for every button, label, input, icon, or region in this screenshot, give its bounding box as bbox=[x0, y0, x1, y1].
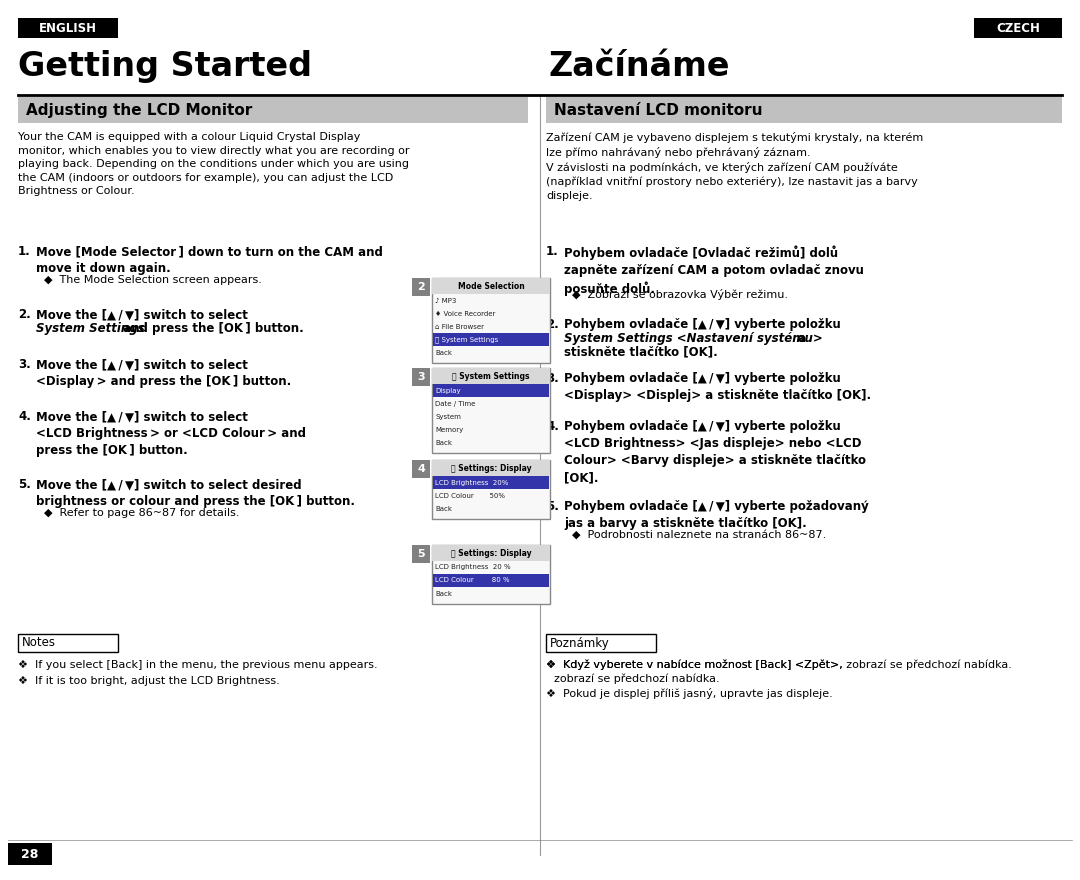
Text: ◆  Podrobnosti naleznete na stranách 86~87.: ◆ Podrobnosti naleznete na stranách 86~8… bbox=[572, 530, 826, 540]
Text: Back: Back bbox=[435, 590, 453, 597]
Bar bbox=[433, 574, 549, 587]
Text: ❖  Když vyberete v nabídce možnost [Back] <Zpět>,: ❖ Když vyberete v nabídce možnost [Back]… bbox=[546, 660, 842, 671]
Text: Move the [▲ / ▼] switch to select
<LCD Brightness > or <LCD Colour > and
press t: Move the [▲ / ▼] switch to select <LCD B… bbox=[36, 410, 306, 457]
Bar bbox=[411, 460, 430, 478]
Text: ⌂ File Browser: ⌂ File Browser bbox=[435, 324, 484, 329]
Bar bbox=[546, 634, 656, 652]
Bar bbox=[433, 476, 549, 489]
Bar bbox=[432, 278, 550, 363]
Text: 28: 28 bbox=[22, 847, 39, 861]
Text: Poznámky: Poznámky bbox=[550, 636, 610, 649]
Bar bbox=[8, 843, 52, 865]
Text: LCD Brightness  20%: LCD Brightness 20% bbox=[435, 480, 509, 486]
Text: 3.: 3. bbox=[546, 372, 558, 385]
Text: ❖  If it is too bright, adjust the LCD Brightness.: ❖ If it is too bright, adjust the LCD Br… bbox=[18, 676, 280, 686]
Text: Move the [▲ / ▼] switch to select
<Display > and press the [OK ] button.: Move the [▲ / ▼] switch to select <Displ… bbox=[36, 358, 292, 388]
Text: Nastavení LCD monitoru: Nastavení LCD monitoru bbox=[554, 102, 762, 118]
Text: Back: Back bbox=[435, 349, 453, 356]
Text: Back: Back bbox=[435, 439, 453, 445]
Text: LCD Colour        80 %: LCD Colour 80 % bbox=[435, 577, 510, 583]
Bar bbox=[433, 333, 549, 346]
Text: 2.: 2. bbox=[546, 318, 558, 331]
Bar bbox=[432, 545, 550, 561]
Text: Move the [▲ / ▼] switch to select: Move the [▲ / ▼] switch to select bbox=[36, 308, 248, 321]
Text: LCD Colour       50%: LCD Colour 50% bbox=[435, 493, 505, 498]
Text: Move [Mode Selector ] down to turn on the CAM and
move it down again.: Move [Mode Selector ] down to turn on th… bbox=[36, 245, 383, 275]
Text: Ⓣ System Settings: Ⓣ System Settings bbox=[435, 336, 498, 343]
Text: ♪ MP3: ♪ MP3 bbox=[435, 297, 457, 304]
Bar bbox=[411, 368, 430, 386]
Text: 5: 5 bbox=[417, 549, 424, 559]
Text: 4.: 4. bbox=[18, 410, 31, 423]
Text: Display: Display bbox=[435, 387, 461, 393]
Text: ❖  If you select [Back] in the menu, the previous menu appears.: ❖ If you select [Back] in the menu, the … bbox=[18, 660, 378, 670]
Text: 2: 2 bbox=[417, 282, 424, 292]
Bar bbox=[432, 368, 550, 453]
Text: Mode Selection: Mode Selection bbox=[458, 282, 525, 290]
Text: CZECH: CZECH bbox=[996, 21, 1040, 34]
Text: Ⓣ System Settings: Ⓣ System Settings bbox=[453, 371, 530, 380]
Text: Adjusting the LCD Monitor: Adjusting the LCD Monitor bbox=[26, 102, 253, 118]
Text: Pohybem ovladače [▲ / ▼] vyberte položku
<LCD Brightness> <Jas displeje> nebo <L: Pohybem ovladače [▲ / ▼] vyberte položku… bbox=[564, 420, 866, 484]
Text: Pohybem ovladače [▲ / ▼] vyberte položku: Pohybem ovladače [▲ / ▼] vyberte položku bbox=[564, 318, 840, 331]
Bar bbox=[546, 97, 1062, 123]
Text: ENGLISH: ENGLISH bbox=[39, 21, 97, 34]
Bar bbox=[432, 278, 550, 294]
Text: Move the [▲ / ▼] switch to select desired
brightness or colour and press the [OK: Move the [▲ / ▼] switch to select desire… bbox=[36, 478, 355, 508]
Text: 1.: 1. bbox=[18, 245, 30, 258]
Bar bbox=[411, 545, 430, 563]
Text: Zařízení CAM je vybaveno displejem s tekutými krystaly, na kterém
lze přímo nahr: Zařízení CAM je vybaveno displejem s tek… bbox=[546, 132, 923, 201]
Text: System Settings <Nastavení systému>: System Settings <Nastavení systému> bbox=[564, 332, 823, 345]
Text: Your the CAM is equipped with a colour Liquid Crystal Display
monitor, which ena: Your the CAM is equipped with a colour L… bbox=[18, 132, 409, 196]
Text: ◆  Refer to page 86~87 for details.: ◆ Refer to page 86~87 for details. bbox=[44, 508, 240, 518]
Text: 1.: 1. bbox=[546, 245, 558, 258]
Bar bbox=[411, 278, 430, 296]
Bar bbox=[18, 97, 528, 123]
Bar bbox=[432, 460, 550, 519]
Text: and press the [OK ] button.: and press the [OK ] button. bbox=[119, 322, 303, 335]
Text: System: System bbox=[435, 414, 461, 420]
Text: Pohybem ovladače [▲ / ▼] vyberte položku
<Display> <Displej> a stiskněte tlačítk: Pohybem ovladače [▲ / ▼] vyberte položku… bbox=[564, 372, 872, 402]
Text: Date / Time: Date / Time bbox=[435, 400, 475, 407]
Bar bbox=[18, 18, 118, 38]
Text: ❖  Pokud je displej příliš jasný, upravte jas displeje.: ❖ Pokud je displej příliš jasný, upravte… bbox=[546, 688, 833, 699]
Text: Memory: Memory bbox=[435, 427, 463, 432]
Text: Pohybem ovladače [▲ / ▼] vyberte požadovaný
jas a barvy a stiskněte tlačítko [OK: Pohybem ovladače [▲ / ▼] vyberte požadov… bbox=[564, 500, 868, 530]
Text: Ⓣ Settings: Display: Ⓣ Settings: Display bbox=[450, 464, 531, 473]
Text: zobrazí se předchozí nabídka.: zobrazí se předchozí nabídka. bbox=[554, 674, 719, 685]
Text: ❖  Když vyberete v nabídce možnost [Back] <Zpět>, zobrazí se předchozí nabídka.: ❖ Když vyberete v nabídce možnost [Back]… bbox=[546, 660, 1012, 671]
Text: Ⓣ Settings: Display: Ⓣ Settings: Display bbox=[450, 548, 531, 558]
Bar bbox=[974, 18, 1062, 38]
Bar bbox=[432, 460, 550, 476]
Text: 4.: 4. bbox=[546, 420, 558, 433]
Text: System Settings: System Settings bbox=[36, 322, 145, 335]
Text: 4: 4 bbox=[417, 464, 424, 474]
Text: a: a bbox=[794, 332, 806, 345]
Text: ♦ Voice Recorder: ♦ Voice Recorder bbox=[435, 311, 496, 317]
Text: Začínáme: Začínáme bbox=[549, 50, 730, 83]
Text: 2.: 2. bbox=[18, 308, 30, 321]
Text: 3: 3 bbox=[417, 372, 424, 382]
Text: Pohybem ovladače [Ovladač režimů] dolů
zapněte zařízení CAM a potom ovladač znov: Pohybem ovladače [Ovladač režimů] dolů z… bbox=[564, 245, 864, 296]
Text: ◆  Zobrazí se obrazovka Výběr režimu.: ◆ Zobrazí se obrazovka Výběr režimu. bbox=[572, 289, 788, 300]
Text: stiskněte tlačítko [OK].: stiskněte tlačítko [OK]. bbox=[564, 345, 718, 358]
Text: Getting Started: Getting Started bbox=[18, 50, 312, 83]
Bar bbox=[432, 368, 550, 384]
Bar bbox=[433, 384, 549, 397]
Text: 5.: 5. bbox=[18, 478, 31, 491]
Text: 3.: 3. bbox=[18, 358, 30, 371]
Bar bbox=[432, 545, 550, 604]
Text: LCD Brightness  20 %: LCD Brightness 20 % bbox=[435, 564, 511, 570]
Text: Back: Back bbox=[435, 505, 453, 511]
Text: Notes: Notes bbox=[22, 636, 56, 649]
Text: 5.: 5. bbox=[546, 500, 558, 513]
Text: ◆  The Mode Selection screen appears.: ◆ The Mode Selection screen appears. bbox=[44, 275, 261, 285]
Bar bbox=[18, 634, 118, 652]
